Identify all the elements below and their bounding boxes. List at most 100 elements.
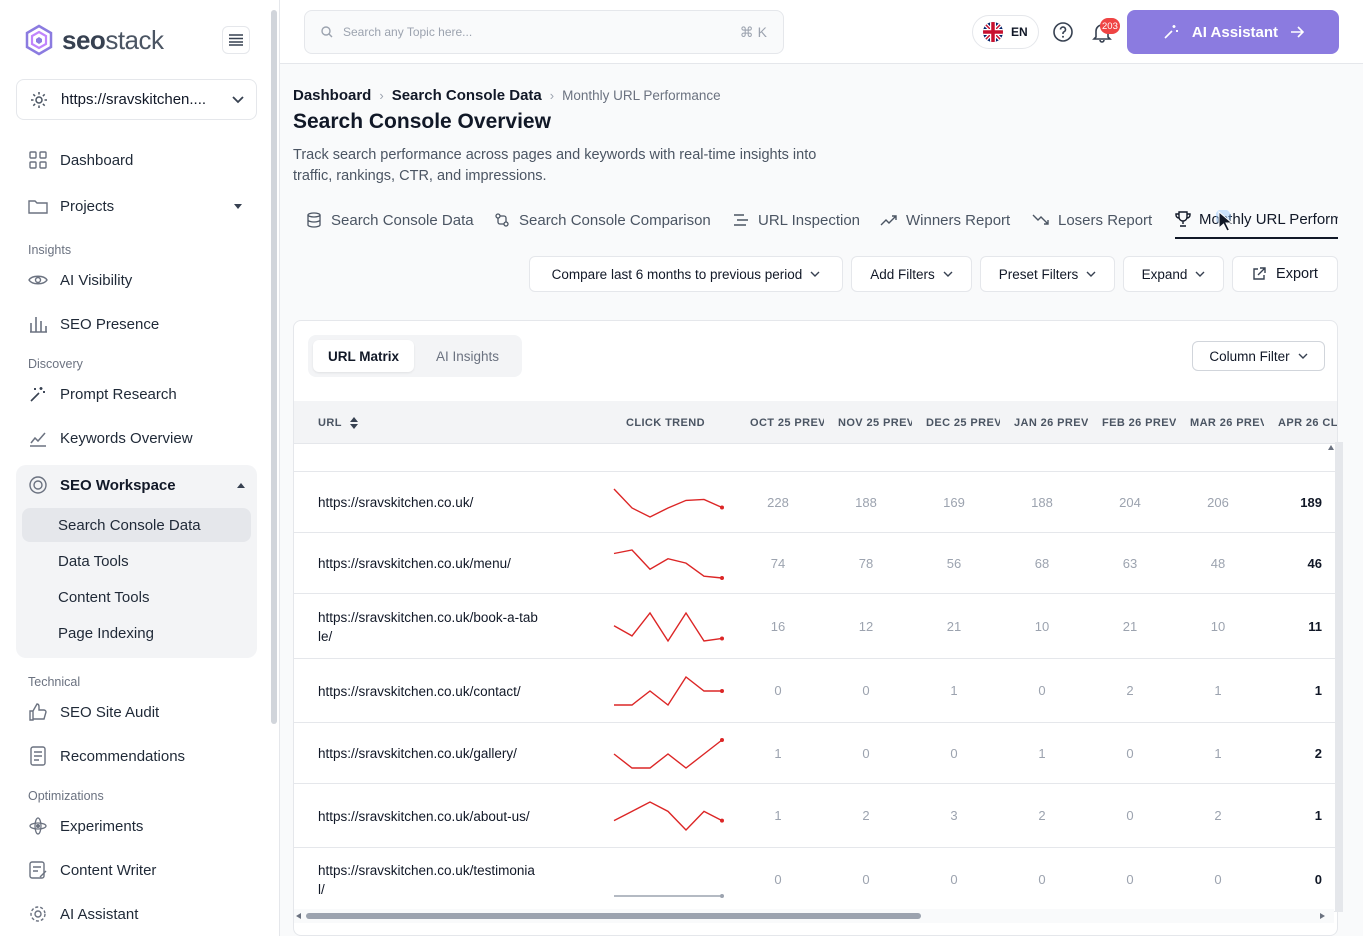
help-circle-icon[interactable]: [1052, 21, 1074, 43]
scroll-up-icon[interactable]: [1328, 445, 1334, 450]
column-header-jan[interactable]: JAN 26 PREV: [1014, 416, 1088, 429]
row-url[interactable]: https://sravskitchen.co.uk/menu/: [318, 556, 511, 571]
sidebar-subitem-search-console-data[interactable]: Search Console Data: [22, 508, 251, 542]
month-value-cell: 169: [943, 494, 965, 510]
sidebar-item-dashboard[interactable]: Dashboard: [28, 148, 133, 172]
sparkline-end-dot: [720, 737, 724, 742]
sidebar-item-label: Experiments: [60, 817, 144, 835]
column-header-mar[interactable]: MAR 26 PREV: [1190, 416, 1264, 429]
row-url[interactable]: https://sravskitchen.co.uk/testimonial/: [318, 863, 535, 897]
sparkle-icon: [1164, 25, 1178, 39]
month-value-cell: 74: [770, 555, 786, 571]
tab-winners-report[interactable]: Winners Report: [880, 203, 1010, 237]
sidebar-item-ai-assistant[interactable]: AI Assistant: [28, 902, 138, 926]
sparkline-end-dot: [720, 689, 724, 693]
table-row[interactable]: https://sravskitchen.co.uk/book-a-table/…: [294, 594, 1337, 659]
click-trend-sparkline: [613, 737, 724, 769]
export-button[interactable]: Export: [1232, 256, 1338, 292]
view-toggle: URL Matrix AI Insights: [308, 335, 522, 377]
row-url[interactable]: https://sravskitchen.co.uk/gallery/: [318, 746, 517, 761]
click-trend-sparkline: [613, 801, 724, 832]
table-row[interactable]: https://sravskitchen.co.uk/contact/0 0 1 0 2…: [294, 659, 1337, 723]
sidebar-subitem-page-indexing[interactable]: Page Indexing: [58, 624, 154, 642]
preset-filters-button[interactable]: Preset Filters: [980, 256, 1115, 292]
table-row[interactable]: https://sravskitchen.co.uk/228 188 169 188 2…: [294, 472, 1337, 533]
row-url[interactable]: https://sravskitchen.co.uk/about-us/: [318, 808, 530, 824]
month-value-cell: 206: [1207, 494, 1229, 510]
chevron-down-icon: [1195, 271, 1205, 277]
sort-icon: [349, 416, 358, 429]
sidebar-item-label: Prompt Research: [60, 385, 177, 403]
site-selector[interactable]: https://sravskitchen....: [16, 79, 257, 120]
sidebar-scrollbar[interactable]: [271, 10, 277, 724]
row-url[interactable]: https://sravskitchen.co.uk/book-a-table/: [318, 609, 538, 644]
sidebar-item-prompt-research[interactable]: Prompt Research: [28, 382, 177, 406]
row-url[interactable]: https://sravskitchen.co.uk/contact/: [318, 683, 521, 699]
compare-period-select[interactable]: Compare last 6 months to previous period: [529, 256, 843, 292]
breadcrumb-separator-icon: ›: [379, 87, 384, 103]
sidebar-item-label: Recommendations: [60, 747, 186, 765]
column-header-feb[interactable]: FEB 26 PREV: [1102, 416, 1176, 429]
sparkline-end-dot: [720, 635, 724, 640]
section-label-optimizations: Optimizations: [28, 789, 104, 803]
language-selector[interactable]: EN: [972, 15, 1039, 49]
sidebar-item-content-writer[interactable]: Content Writer: [28, 858, 156, 882]
ai-insights-tab[interactable]: AI Insights: [435, 348, 500, 364]
column-header-url[interactable]: URL: [318, 401, 358, 444]
sidebar-subitem-content-tools[interactable]: Content Tools: [58, 588, 150, 606]
sparkline-end-dot: [720, 505, 724, 510]
tab-label: Losers Report: [1058, 211, 1153, 229]
sidebar-item-seo-workspace[interactable]: SEO Workspace: [28, 473, 245, 497]
trending-down-icon: [1032, 214, 1049, 225]
ai-assistant-button[interactable]: AI Assistant: [1127, 10, 1339, 54]
column-header-nov[interactable]: NOV 25 PREV: [838, 416, 912, 429]
url-matrix-tab[interactable]: URL Matrix: [313, 340, 414, 372]
column-header-dec[interactable]: DEC 25 PREV: [926, 416, 1000, 429]
sidebar-item-projects[interactable]: Projects: [28, 194, 242, 218]
section-label-insights: Insights: [28, 243, 72, 257]
horizontal-scroll-thumb[interactable]: [306, 913, 921, 919]
table-vertical-scrollbar[interactable]: [1335, 442, 1343, 912]
logo[interactable]: seostack: [24, 24, 164, 56]
menu-toggle-button[interactable]: [222, 26, 250, 54]
tab-losers-report[interactable]: Losers Report: [1032, 203, 1152, 237]
sparkline-end-dot: [720, 894, 724, 898]
column-filter-button[interactable]: Column Filter: [1192, 341, 1325, 371]
month-value-cell: 188: [855, 494, 877, 510]
table-row[interactable]: https://sravskitchen.co.uk/menu/74 78 56 68…: [294, 533, 1337, 594]
scroll-left-icon[interactable]: [296, 913, 301, 919]
click-trend-sparkline: [614, 675, 724, 707]
row-url[interactable]: https://sravskitchen.co.uk/: [318, 495, 474, 510]
tab-search-console-data[interactable]: Search Console Data: [305, 203, 474, 237]
sidebar-item-seo-presence[interactable]: SEO Presence: [28, 312, 159, 336]
tab-monthly-url-performance[interactable]: Monthly URL Perform: [1175, 203, 1338, 239]
tab-url-inspection[interactable]: URL Inspection: [732, 203, 860, 237]
sidebar-item-keywords-overview[interactable]: Keywords Overview: [28, 426, 193, 450]
tab-search-console-comparison[interactable]: Search Console Comparison: [493, 203, 711, 237]
current-month-value-cell: 0: [1314, 872, 1322, 887]
scroll-right-icon[interactable]: [1320, 913, 1325, 919]
column-header-oct[interactable]: OCT 25 PREV: [750, 416, 824, 429]
month-value-cell: 12: [858, 618, 874, 634]
add-filters-button[interactable]: Add Filters: [851, 256, 972, 292]
breadcrumb-search-console-data[interactable]: Search Console Data: [391, 86, 542, 104]
sidebar-subitem-data-tools[interactable]: Data Tools: [58, 552, 129, 570]
sidebar-item-recommendations[interactable]: Recommendations: [28, 744, 185, 768]
month-value-cell: 0: [1038, 683, 1046, 698]
list-icon: [734, 214, 748, 226]
sidebar-item-ai-visibility[interactable]: AI Visibility: [28, 268, 132, 292]
table-row[interactable]: https://sravskitchen.co.uk/gallery/1 0 0 1 0…: [294, 723, 1337, 784]
search-input[interactable]: Search any Topic here... ⌘ K: [304, 10, 784, 54]
month-value-cell: 10: [1210, 618, 1226, 634]
expand-button[interactable]: Expand: [1123, 256, 1224, 292]
month-value-cell: 56: [946, 555, 962, 571]
column-header-apr[interactable]: APR 26 CL: [1278, 416, 1338, 429]
section-label-discovery: Discovery: [28, 357, 83, 371]
breadcrumb-dashboard[interactable]: Dashboard: [293, 86, 372, 104]
sidebar-item-seo-site-audit[interactable]: SEO Site Audit: [28, 700, 159, 724]
table-row[interactable]: https://sravskitchen.co.uk/about-us/1 2 3 2…: [294, 784, 1337, 848]
month-value-cell: 0: [950, 745, 958, 761]
sidebar-item-experiments[interactable]: Experiments: [28, 814, 143, 838]
month-value-cell: 1: [774, 808, 782, 823]
table-row[interactable]: https://sravskitchen.co.uk/testimonial/0…: [294, 848, 1337, 912]
